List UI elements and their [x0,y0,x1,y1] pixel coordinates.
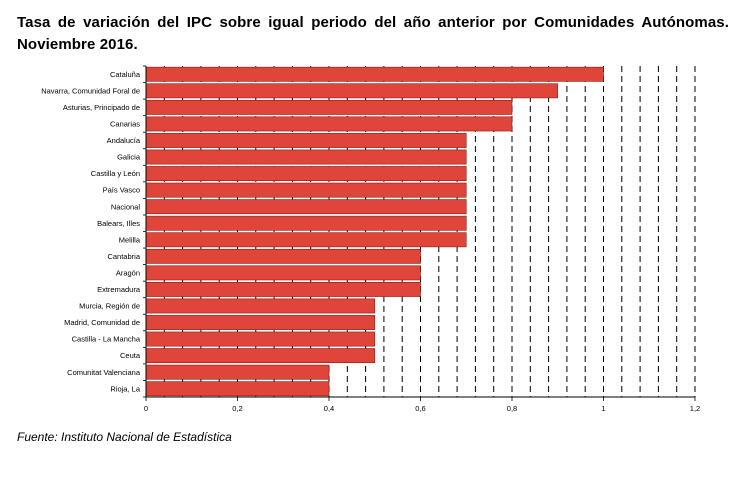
bar [145,66,604,82]
category-label: Melilla [119,235,141,244]
chart-title: Tasa de variación del IPC sobre igual pe… [17,14,729,53]
x-tick-label: 0,8 [507,404,517,413]
category-label: Nacional [111,202,141,211]
bar [145,381,330,397]
grid-lines [163,66,696,397]
bar [145,99,513,115]
category-label: Andalucía [107,136,141,145]
category-label: Comunitat Valenciana [67,368,141,377]
bar [145,265,421,281]
bar [145,166,467,181]
bar [145,248,421,264]
x-tick-label: 0,6 [415,404,425,413]
x-tick-label: 0,4 [324,404,334,413]
bar [145,83,559,99]
category-label: Murcia, Región de [79,302,140,311]
category-label: Ceuta [120,351,141,360]
bar [145,364,330,380]
x-tick-label: 0 [144,404,148,413]
x-axis: 0 0,2 0,4 0,6 0,8 1 1,2 [143,65,700,413]
bar-chart: 0 0,2 0,4 0,6 0,8 1 1,2 Cataluña Navarra, Comun… [41,65,700,413]
category-label: Cataluña [110,70,141,79]
bars [145,66,604,397]
x-tick-label: 1,2 [690,404,700,413]
bar [145,133,467,148]
category-label: Extremadura [97,285,141,294]
bar [145,116,513,132]
category-label: Navarra, Comunidad Foral de [41,86,140,95]
bar [145,282,421,297]
category-label: Rioja, La [110,384,140,393]
category-label: Cantabria [107,252,140,261]
category-label: Castilla y León [91,169,140,178]
x-tick-label: 0,2 [232,404,242,413]
category-label: Aragón [116,268,140,277]
category-label: Balears, Illes [97,219,140,228]
bar [145,298,376,314]
bar [145,149,467,165]
bar [145,348,376,364]
bar [145,232,467,248]
category-label: Canarias [110,120,140,129]
category-label: Madrid, Comunidad de [64,318,140,327]
category-label: País Vasco [103,186,140,195]
category-label: Asturias, Principado de [63,103,140,112]
bar [145,331,376,347]
category-label: Castilla - La Mancha [72,335,141,344]
category-label: Galicia [117,153,141,162]
bar [145,182,467,198]
bar [145,215,467,231]
bar [145,315,376,330]
source-note: Fuente: Instituto Nacional de Estadístic… [17,430,232,444]
category-labels: Cataluña Navarra, Comunidad Foral de Astur… [41,70,141,393]
bar [145,199,467,215]
x-tick-label: 1 [601,404,605,413]
